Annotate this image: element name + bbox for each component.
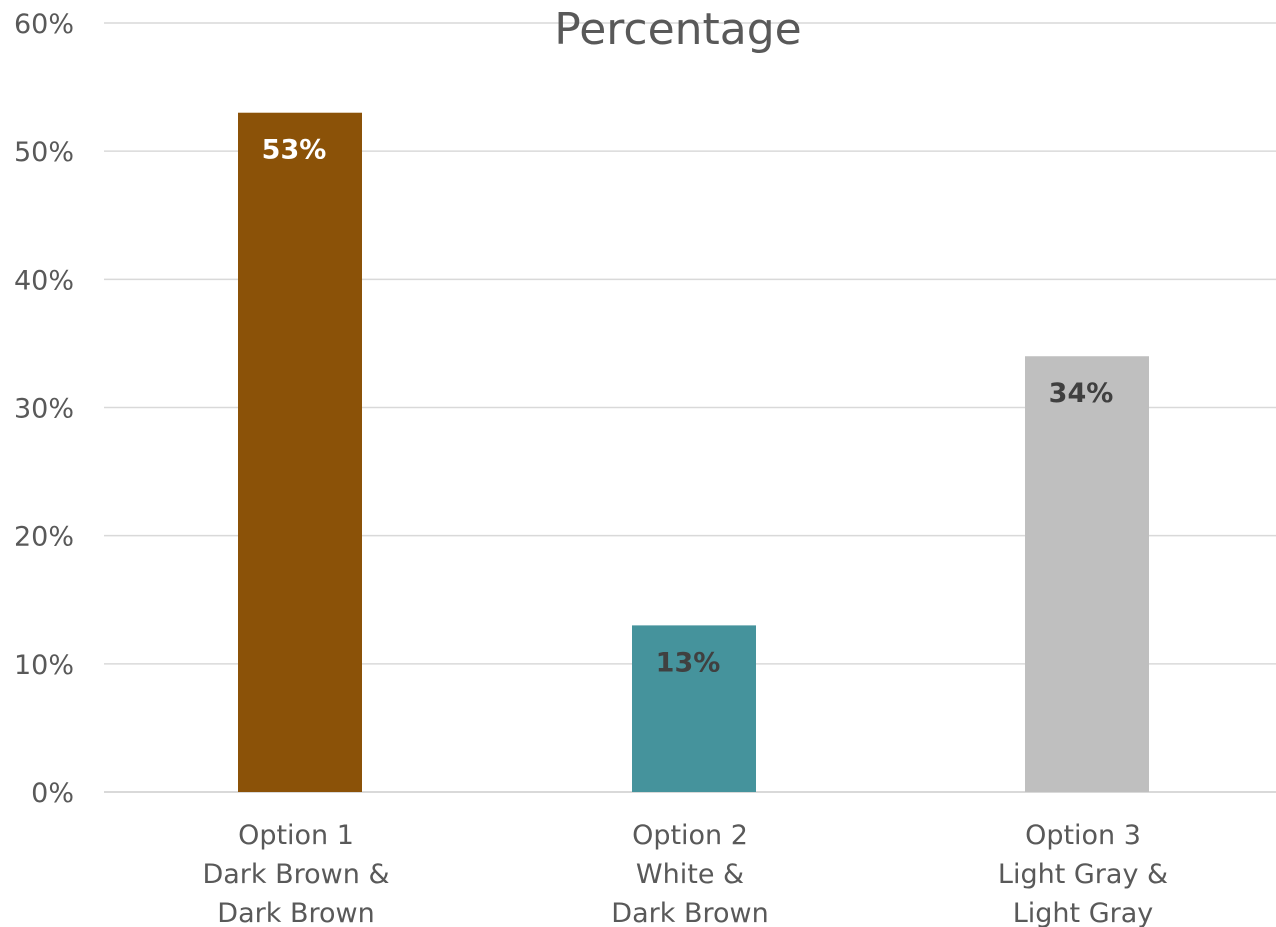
x-axis-ticks: Option 1 Dark Brown & Dark Brown Option 2 Wh… <box>202 820 1168 927</box>
y-tick-label: 30% <box>14 394 74 425</box>
x-tick-line: Dark Brown <box>217 898 374 927</box>
y-tick-label: 20% <box>14 522 74 553</box>
x-tick-line: Option 1 <box>238 820 354 851</box>
x-tick-line: Dark Brown & <box>202 859 389 890</box>
x-tick-label: Option 3 Light Gray & Light Gray <box>998 820 1168 927</box>
y-tick-label: 10% <box>14 650 74 681</box>
x-tick-line: Dark Brown <box>611 898 768 927</box>
x-tick-label: Option 2 White & Dark Brown <box>611 820 768 927</box>
y-axis-ticks: 0% 10% 20% 30% 40% 50% 60% <box>14 9 74 809</box>
chart-title: Percentage <box>554 4 802 55</box>
y-tick-label: 0% <box>31 778 74 809</box>
data-label: 34% <box>1049 378 1114 409</box>
data-label: 13% <box>656 647 721 678</box>
bar <box>632 625 756 792</box>
x-tick-line: Light Gray <box>1013 898 1154 927</box>
y-tick-label: 50% <box>14 137 74 168</box>
x-tick-line: Option 3 <box>1025 820 1141 851</box>
x-tick-line: White & <box>636 859 744 890</box>
data-label: 53% <box>262 135 327 166</box>
bar <box>238 112 362 792</box>
x-tick-line: Option 2 <box>632 820 748 851</box>
y-tick-label: 60% <box>14 9 74 40</box>
bar <box>1025 356 1149 792</box>
y-tick-label: 40% <box>14 265 74 296</box>
bars <box>238 112 1149 792</box>
x-tick-line: Light Gray & <box>998 859 1168 890</box>
x-tick-label: Option 1 Dark Brown & Dark Brown <box>202 820 389 927</box>
data-labels: 53% 13% 34% <box>262 135 1114 679</box>
